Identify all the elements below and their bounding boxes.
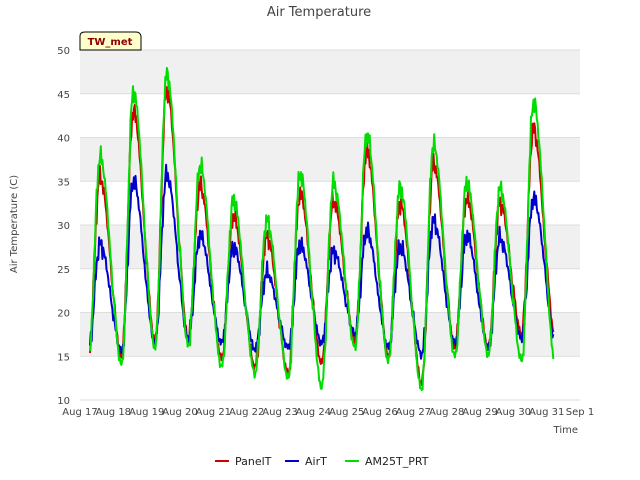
x-axis-label: Time — [553, 425, 578, 436]
legend-label: AM25T_PRT — [365, 455, 429, 468]
plot-band — [80, 50, 580, 94]
x-tick-label: Aug 28 — [429, 407, 464, 418]
x-tick-label: Aug 27 — [396, 407, 431, 418]
series-line-airt — [89, 163, 555, 360]
x-tick-label: Aug 25 — [329, 407, 364, 418]
x-tick-label: Aug 23 — [262, 407, 297, 418]
chart-title: Air Temperature — [267, 5, 371, 20]
y-tick-label: 45 — [57, 90, 70, 101]
y-tick-label: 15 — [57, 352, 70, 363]
x-tick-label: Aug 26 — [362, 407, 397, 418]
x-tick-label: Aug 17 — [62, 407, 97, 418]
plot-band — [80, 312, 580, 357]
legend-label: AirT — [305, 455, 327, 468]
x-tick-label: Aug 24 — [296, 407, 331, 418]
plot-band — [80, 356, 580, 400]
y-tick-label: 25 — [57, 265, 70, 276]
y-tick-label: 10 — [57, 396, 70, 407]
legend-label: PanelT — [235, 455, 272, 468]
x-tick-label: Aug 22 — [229, 407, 264, 418]
x-tick-label: Aug 31 — [529, 407, 564, 418]
y-tick-label: 30 — [57, 221, 70, 232]
y-tick-label: 20 — [57, 309, 70, 320]
station-label-box: TW_met — [79, 31, 142, 51]
x-tick-label: Aug 19 — [129, 407, 164, 418]
plot-band — [80, 137, 580, 182]
x-tick-label: Aug 20 — [162, 407, 197, 418]
x-tick-label: Aug 18 — [96, 407, 131, 418]
plot-band — [80, 93, 580, 138]
x-tick-label: Sep 1 — [566, 407, 594, 418]
x-tick-label: Aug 21 — [196, 407, 231, 418]
legend: PanelT AirT AM25T_PRT — [215, 455, 429, 468]
y-tick-label: 50 — [57, 46, 70, 57]
y-tick-label: 40 — [57, 134, 70, 145]
y-tick-label: 35 — [57, 177, 70, 188]
y-axis-label: Air Temperature (C) — [9, 175, 20, 273]
series-line-am25t_prt — [89, 66, 555, 391]
station-label: TW_met — [88, 37, 133, 48]
y-tick-labels: 10 15 20 25 30 35 40 45 50 — [57, 46, 70, 407]
x-tick-label: Aug 30 — [496, 407, 531, 418]
station-label-shape — [79, 31, 142, 51]
series-lines — [89, 66, 555, 391]
x-tick-label: Aug 29 — [462, 407, 497, 418]
